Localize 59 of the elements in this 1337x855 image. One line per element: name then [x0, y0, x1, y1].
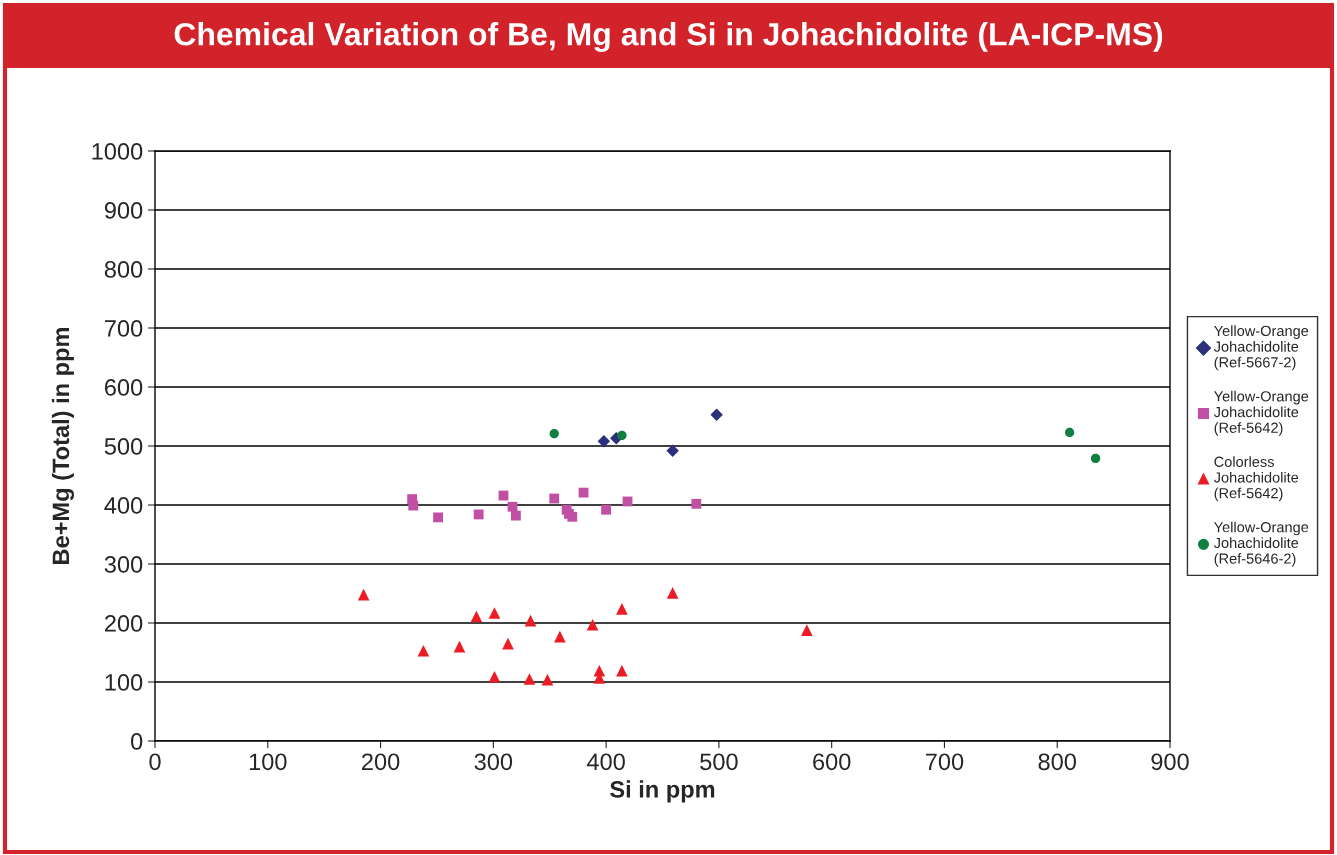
point — [578, 487, 589, 498]
x-tick-label: 800 — [1038, 753, 1076, 771]
point — [549, 428, 559, 439]
y-tick-label: 700 — [105, 320, 143, 337]
point — [488, 607, 501, 619]
chart-title: Chemical Variation of Be, Mg and Si in Johachidolite (LA-ICP-MS) — [174, 22, 1163, 52]
point — [666, 587, 679, 599]
point — [554, 630, 566, 643]
x-tick-label: 900 — [1151, 753, 1189, 771]
legend-label: Yellow-Orange Johachidolite (Ref-5642) — [1213, 390, 1309, 436]
y-tick-label: 300 — [104, 556, 143, 573]
point — [470, 610, 483, 623]
point — [417, 644, 430, 657]
point — [523, 673, 536, 685]
point — [586, 618, 599, 631]
y-axis-title: Be+Mg (Total) in ppm — [51, 327, 75, 564]
x-tick-label: 600 — [813, 753, 851, 771]
point — [408, 500, 419, 511]
point — [357, 588, 370, 601]
x-tick-label: 400 — [586, 753, 625, 771]
point — [549, 493, 560, 504]
point — [691, 498, 702, 509]
x-tick-label: 700 — [925, 753, 964, 771]
y-tick-label: 500 — [104, 438, 143, 455]
point — [597, 435, 611, 448]
point — [666, 444, 679, 457]
point — [488, 670, 501, 683]
point — [567, 511, 578, 522]
x-axis-title: Si in ppm — [610, 780, 715, 803]
point — [601, 504, 612, 515]
y-tick-label: 0 — [130, 733, 143, 750]
legend-label: Colorless Johachidolite (Ref-5642) — [1213, 456, 1299, 502]
y-tick-label: 200 — [104, 615, 143, 632]
point — [473, 509, 484, 520]
legend-label: Yellow-Orange Johachidolite (Ref-5646-2) — [1213, 521, 1309, 567]
point — [510, 510, 521, 521]
y-tick-label: 400 — [104, 497, 143, 514]
point — [617, 430, 627, 441]
point — [616, 664, 628, 677]
point — [616, 603, 628, 615]
x-tick-label: 200 — [362, 753, 400, 771]
y-tick-label: 1000 — [92, 143, 143, 160]
y-tick-label: 800 — [104, 261, 143, 278]
point — [524, 614, 537, 627]
point — [433, 512, 443, 523]
point — [801, 624, 813, 636]
x-tick-label: 300 — [474, 753, 513, 771]
x-tick-label: 500 — [700, 753, 738, 771]
legend-label: Yellow-Orange Johachidolite (Ref-5667-2) — [1213, 325, 1309, 371]
point — [1064, 427, 1075, 438]
y-tick-label: 900 — [104, 202, 143, 219]
point — [1090, 453, 1101, 464]
point — [541, 673, 554, 686]
point — [453, 640, 466, 653]
x-tick-label: 0 — [149, 753, 161, 771]
x-tick-label: 100 — [249, 753, 287, 771]
point — [710, 408, 723, 421]
y-tick-label: 600 — [105, 379, 143, 396]
y-tick-label: 100 — [105, 674, 143, 691]
